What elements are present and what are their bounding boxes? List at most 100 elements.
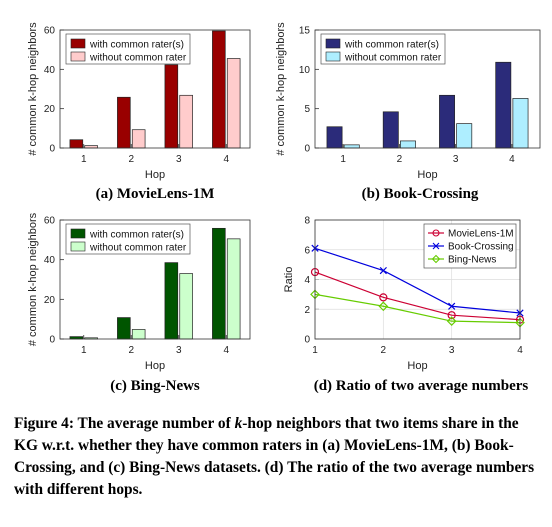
x-tick-label: 4 <box>509 154 515 165</box>
legend-label: Book-Crossing <box>448 242 514 253</box>
legend-swatch <box>325 38 341 49</box>
bar-without-2 <box>131 129 146 149</box>
plot-frame <box>59 29 251 149</box>
y-tick-label: 15 <box>299 26 311 37</box>
x-tick-label: 1 <box>340 154 346 165</box>
figure-caption: Figure 4: The average number of k-hop ne… <box>14 413 540 501</box>
figure-caption-suffix: -hop neighbors that two items share in t… <box>14 415 535 498</box>
legend-label: Bing-News <box>448 255 496 266</box>
figure-caption-prefix: Figure 4: The average number of <box>14 415 235 432</box>
caption-b: (b) Book-Crossing <box>361 186 479 202</box>
series-marker-0 <box>379 293 388 302</box>
caption-a: (a) MovieLens-1M <box>95 186 215 202</box>
legend-box <box>320 33 446 65</box>
y-tick-label: 0 <box>49 144 55 155</box>
x-tick-label: 3 <box>176 154 182 165</box>
chart-book-crossing: 0 5 10 15 # common k-hop neighbors Hop 1 2 3 4 wit… <box>270 0 552 190</box>
bar-with-2 <box>117 317 131 340</box>
bar-without-2 <box>400 140 416 149</box>
series-marker-1 <box>379 266 387 275</box>
legend-swatch <box>70 241 86 252</box>
legend-label: without common rater <box>344 53 442 64</box>
series-line-2 <box>314 293 521 324</box>
series-line-1 <box>314 247 521 314</box>
y-tick-label: 20 <box>44 295 56 306</box>
bar-with-3 <box>164 64 179 149</box>
bar-with-4 <box>212 30 226 149</box>
bar-without-2 <box>131 329 146 340</box>
bar-with-2 <box>117 96 131 149</box>
y-tick-label: 40 <box>44 65 56 76</box>
bar-without-3 <box>179 94 193 149</box>
legend-label: without common rater <box>89 53 187 64</box>
x-axis-label: Hop <box>145 169 165 181</box>
bar-with-1 <box>326 126 343 149</box>
series-marker-2 <box>378 301 389 312</box>
y-tick-label: 6 <box>304 245 310 256</box>
y-tick-label: 10 <box>299 65 311 76</box>
legend-swatch <box>70 51 86 62</box>
y-axis-label: # common k-hop neighbors <box>27 22 39 156</box>
chart-ratio: 0 2 4 6 8 Ratio Hop 1 2 3 4 MovieLens-1M Book-Crossi… <box>270 205 552 375</box>
bar-with-4 <box>212 227 226 340</box>
plot-frame <box>314 219 521 340</box>
bar-with-2 <box>382 111 399 149</box>
legend-label: with common rater(s) <box>344 40 439 51</box>
x-tick-label: 1 <box>81 345 87 356</box>
bar-with-1 <box>69 139 84 149</box>
bar-with-4 <box>495 61 512 149</box>
legend-box <box>65 223 191 255</box>
y-tick-label: 2 <box>304 305 310 316</box>
legend-swatch <box>325 51 341 62</box>
figure-caption-k: k <box>234 415 243 432</box>
x-tick-label: 1 <box>312 345 318 356</box>
x-tick-label: 4 <box>517 345 523 356</box>
legend-marker <box>431 254 441 264</box>
bar-without-4 <box>226 238 241 340</box>
y-tick-label: 20 <box>44 104 56 115</box>
y-tick-label: 60 <box>44 26 56 37</box>
series-marker-0 <box>447 311 456 320</box>
x-tick-label: 3 <box>176 345 182 356</box>
bar-without-3 <box>179 273 193 340</box>
x-axis-label: Hop <box>407 360 427 372</box>
bar-with-3 <box>439 94 455 149</box>
legend-swatch <box>70 38 86 49</box>
series-marker-2 <box>446 316 457 326</box>
y-tick-label: 0 <box>304 144 310 155</box>
legend-box <box>65 33 191 65</box>
y-tick-label: 0 <box>49 335 55 346</box>
plot-frame <box>59 219 251 340</box>
x-tick-label: 3 <box>449 345 455 356</box>
caption-d: (d) Ratio of two average numbers <box>313 378 529 394</box>
series-line-0 <box>314 271 521 321</box>
legend-label: without common rater <box>89 243 187 254</box>
y-tick-label: 5 <box>304 104 310 115</box>
x-axis-label: Hop <box>417 169 437 181</box>
plot-frame <box>314 29 541 149</box>
x-tick-label: 1 <box>81 154 87 165</box>
chart-movielens: 0 20 40 60 # common k-hop neighbors Hop 1 2 3 4 wi… <box>0 0 270 190</box>
legend-label: with common rater(s) <box>89 230 184 241</box>
x-tick-label: 2 <box>128 154 134 165</box>
legend-label: with common rater(s) <box>89 40 184 51</box>
x-axis-label: Hop <box>145 360 165 372</box>
legend-label: MovieLens-1M <box>448 229 514 240</box>
legend-marker <box>432 242 440 250</box>
y-axis-label: Ratio <box>283 267 295 293</box>
x-tick-label: 2 <box>128 345 134 356</box>
legend-marker <box>432 229 440 237</box>
legend-swatch <box>70 228 86 239</box>
x-tick-label: 3 <box>453 154 459 165</box>
y-tick-label: 60 <box>44 216 56 227</box>
x-tick-label: 2 <box>397 154 403 165</box>
caption-c: (c) Bing-News <box>110 378 200 394</box>
y-tick-label: 4 <box>304 275 310 286</box>
y-tick-label: 8 <box>304 216 310 227</box>
y-tick-label: 0 <box>304 335 310 346</box>
x-tick-label: 4 <box>223 345 229 356</box>
y-axis-label: # common k-hop neighbors <box>275 22 287 156</box>
bar-without-4 <box>512 98 529 149</box>
bar-without-1 <box>343 144 360 149</box>
x-tick-label: 4 <box>223 154 229 165</box>
